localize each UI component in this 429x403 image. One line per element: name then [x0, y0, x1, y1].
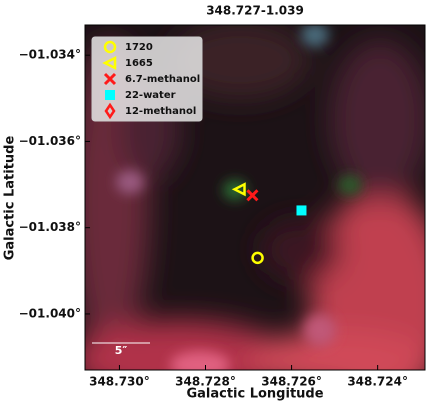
- data-point: [296, 205, 307, 216]
- legend-marker: [102, 55, 117, 71]
- x-axis-label: Galactic Longitude: [186, 387, 323, 402]
- legend-label: 1665: [125, 58, 153, 69]
- legend-label: 1720: [125, 42, 153, 53]
- legend-label: 22-water: [125, 90, 176, 101]
- sky-image: [85, 25, 425, 370]
- y-tick-label: −01.040°: [19, 306, 81, 320]
- legend-marker: [103, 40, 117, 54]
- legend-label: 6.7-methanol: [125, 74, 200, 85]
- chart-title: 348.727-1.039: [206, 4, 304, 18]
- data-point: [231, 182, 246, 197]
- x-tick-label: 348.726°: [261, 375, 322, 389]
- y-tick-label: −01.036°: [19, 134, 81, 148]
- scale-label: 5″: [115, 344, 128, 357]
- x-tick-label: 348.728°: [175, 375, 236, 389]
- plot-frame: [84, 24, 426, 371]
- legend-label: 12-methanol: [125, 106, 196, 117]
- y-axis-label: Galactic Latitude: [3, 136, 18, 261]
- legend-marker: [105, 90, 115, 100]
- y-tick-label: −01.038°: [19, 220, 81, 234]
- data-point: [246, 189, 259, 202]
- legend-marker: [104, 102, 116, 120]
- legend: [91, 36, 203, 122]
- x-tick-label: 348.730°: [89, 375, 150, 389]
- x-tick-label: 348.724°: [347, 375, 408, 389]
- legend-marker: [103, 72, 117, 86]
- y-tick-label: −01.034°: [19, 48, 81, 62]
- data-point: [251, 251, 264, 265]
